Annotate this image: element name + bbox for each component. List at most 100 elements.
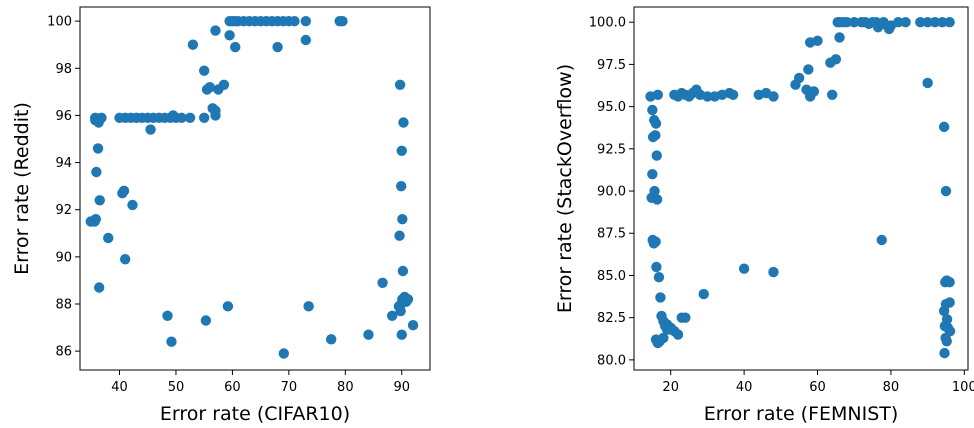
x-axis-label: Error rate (CIFAR10)	[160, 403, 350, 425]
data-point	[396, 145, 407, 156]
y-tick-label: 87.5	[597, 227, 626, 242]
y-tick-label: 98	[55, 62, 72, 77]
data-point	[119, 254, 131, 265]
data-point	[812, 35, 823, 46]
data-point	[915, 17, 926, 28]
data-point	[326, 334, 337, 345]
data-point	[176, 112, 187, 123]
data-point	[363, 329, 374, 340]
y-tick-label: 80.0	[597, 353, 626, 368]
axes-frame	[79, 6, 431, 371]
data-point	[922, 77, 933, 89]
data-point	[204, 81, 216, 93]
data-point	[198, 65, 210, 76]
data-point	[303, 301, 314, 312]
data-point	[396, 180, 407, 192]
data-point	[187, 39, 199, 50]
data-point	[900, 17, 911, 28]
data-point	[922, 17, 933, 28]
axes-frame	[633, 6, 969, 371]
data-point	[698, 288, 709, 300]
x-tick-label: 20	[662, 380, 679, 395]
data-point	[672, 329, 684, 340]
data-point	[407, 320, 419, 331]
data-point	[680, 312, 691, 323]
data-point	[808, 86, 820, 97]
data-point	[224, 30, 235, 41]
x-tick-label: 60	[224, 380, 241, 395]
chart-cifar10-vs-reddit: 40 50 60 70 80 90 86 88 90 92 94 96 98 100 Error rate …	[11, 6, 431, 425]
data-point	[883, 23, 895, 35]
data-point	[768, 91, 779, 102]
data-point	[940, 185, 952, 197]
y-tick-label: 92	[55, 203, 72, 218]
y-tick-label: 82.5	[597, 311, 626, 326]
data-point	[198, 112, 210, 123]
data-point	[944, 17, 955, 28]
data-point	[841, 17, 853, 28]
data-point	[651, 261, 662, 273]
y-tick-label: 90	[55, 250, 72, 265]
data-point	[272, 41, 283, 53]
data-point	[210, 25, 221, 36]
x-tick-label: 50	[168, 380, 185, 395]
x-tick-label: 40	[111, 380, 128, 395]
data-point	[938, 121, 950, 133]
data-point	[876, 234, 887, 246]
data-point	[396, 329, 407, 340]
data-point	[929, 17, 941, 28]
data-point	[103, 232, 114, 244]
y-axis: 80.0 82.5 85.0 87.5 90.0 92.5 95.0 97.5 100.0	[589, 16, 634, 368]
data-point	[397, 213, 408, 225]
data-point	[658, 332, 669, 344]
x-axis-label: Error rate (FEMNIST)	[704, 403, 899, 425]
y-tick-label: 88	[55, 298, 72, 313]
data-point	[224, 15, 235, 27]
x-tick-label: 70	[281, 380, 298, 395]
data-point	[738, 263, 750, 274]
scatter-points	[85, 15, 419, 359]
data-point	[647, 168, 658, 180]
y-tick-label: 85.0	[597, 269, 626, 284]
data-point	[91, 166, 102, 178]
y-axis-label: Error rate (Reddit)	[11, 102, 33, 275]
y-tick-label: 90.0	[597, 185, 626, 200]
y-tick-label: 92.5	[597, 142, 626, 157]
y-tick-label: 94	[55, 156, 72, 171]
x-tick-label: 90	[394, 380, 411, 395]
data-point	[655, 292, 666, 303]
data-point	[94, 195, 105, 206]
x-tick-label: 100	[952, 380, 974, 395]
data-point	[647, 104, 658, 116]
data-point	[278, 348, 289, 359]
data-point	[85, 216, 96, 227]
data-point	[834, 32, 845, 43]
data-point	[402, 294, 414, 305]
data-point	[222, 301, 234, 312]
data-point	[167, 110, 179, 121]
data-point	[653, 271, 665, 283]
data-point	[942, 322, 954, 333]
data-point	[893, 17, 904, 28]
data-point	[93, 282, 105, 293]
data-point	[702, 91, 713, 102]
x-tick-label: 80	[337, 380, 354, 395]
data-point	[127, 199, 138, 211]
data-point	[184, 112, 196, 123]
y-tick-label: 97.5	[597, 58, 626, 73]
data-point	[218, 79, 230, 90]
data-point	[300, 34, 312, 46]
y-tick-label: 86	[55, 345, 72, 360]
data-point	[377, 277, 388, 288]
data-point	[939, 347, 950, 359]
chart-femnist-vs-stackoverflow: 20 40 60 80 100 80.0 82.5 85.0 87.5 90.0 92.5 95.0 9…	[554, 6, 974, 425]
data-point	[200, 315, 212, 326]
y-axis: 86 88 90 92 94 96 98 100	[47, 15, 80, 360]
data-point	[300, 15, 312, 27]
y-axis-label: Error rate (StackOverflow)	[554, 64, 576, 313]
data-point	[651, 194, 663, 205]
data-point	[398, 117, 409, 128]
data-point	[395, 305, 406, 317]
data-point	[394, 79, 406, 90]
x-axis: 20 40 60 80 100	[662, 370, 974, 395]
